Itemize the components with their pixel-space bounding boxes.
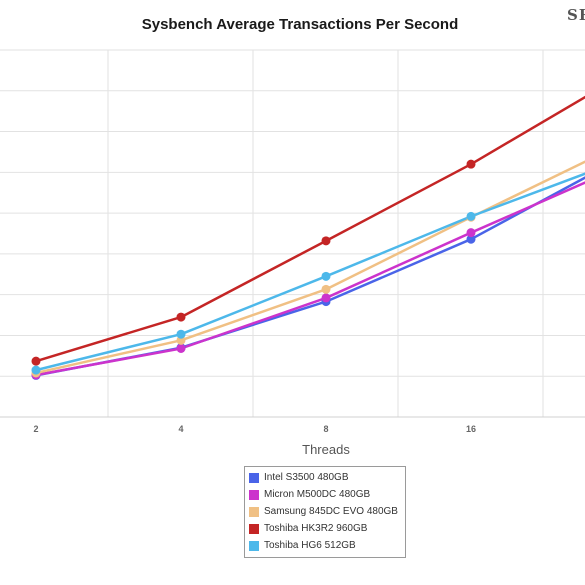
legend-swatch [249,523,259,534]
data-point [321,271,331,281]
x-tick-labels: 2481632 [33,424,476,434]
chart-legend: Intel S3500 480GB Micron M500DC 480GB Sams… [244,466,406,558]
data-point [321,284,331,294]
data-point [466,159,476,169]
legend-item: Toshiba HK3R2 960GB [249,520,401,537]
storagereview-logo: SR [567,6,585,24]
legend-item: Toshiba HG6 512GB [249,537,401,554]
data-point [176,312,186,322]
legend-label: Samsung 845DC EVO 480GB [264,506,398,517]
data-point [176,343,186,353]
data-point [31,356,41,366]
data-point [466,228,476,238]
data-points [31,159,476,380]
legend-swatch [249,489,259,500]
data-point [321,293,331,303]
series-line [35,160,585,375]
data-point [31,365,41,375]
data-point [466,234,476,244]
legend-label: Intel S3500 480GB [264,472,349,483]
legend-label: Micron M500DC 480GB [264,489,371,500]
legend-item: Micron M500DC 480GB [249,486,401,503]
data-point [321,236,331,246]
series-lines [35,95,585,377]
legend-label: Toshiba HG6 512GB [264,540,356,551]
grid-lines [0,49,585,418]
data-point [466,211,476,221]
series-line [35,172,585,372]
x-tick-label: 2 [33,424,38,434]
legend-swatch [249,472,259,483]
legend-swatch [249,540,259,551]
series-line [35,181,585,377]
legend-item: Samsung 845DC EVO 480GB [249,503,401,520]
legend-swatch [249,506,259,517]
legend-item: Intel S3500 480GB [249,469,401,486]
x-axis-label: Threads [302,442,350,457]
chart-title: Sysbench Average Transactions Per Second [141,16,459,33]
series-line [35,176,585,377]
x-tick-label: 4 [178,424,183,434]
x-tick-label: 8 [323,424,328,434]
legend-label: Toshiba HK3R2 960GB [264,523,368,534]
data-point [176,329,186,339]
x-tick-label: 16 [466,424,476,434]
